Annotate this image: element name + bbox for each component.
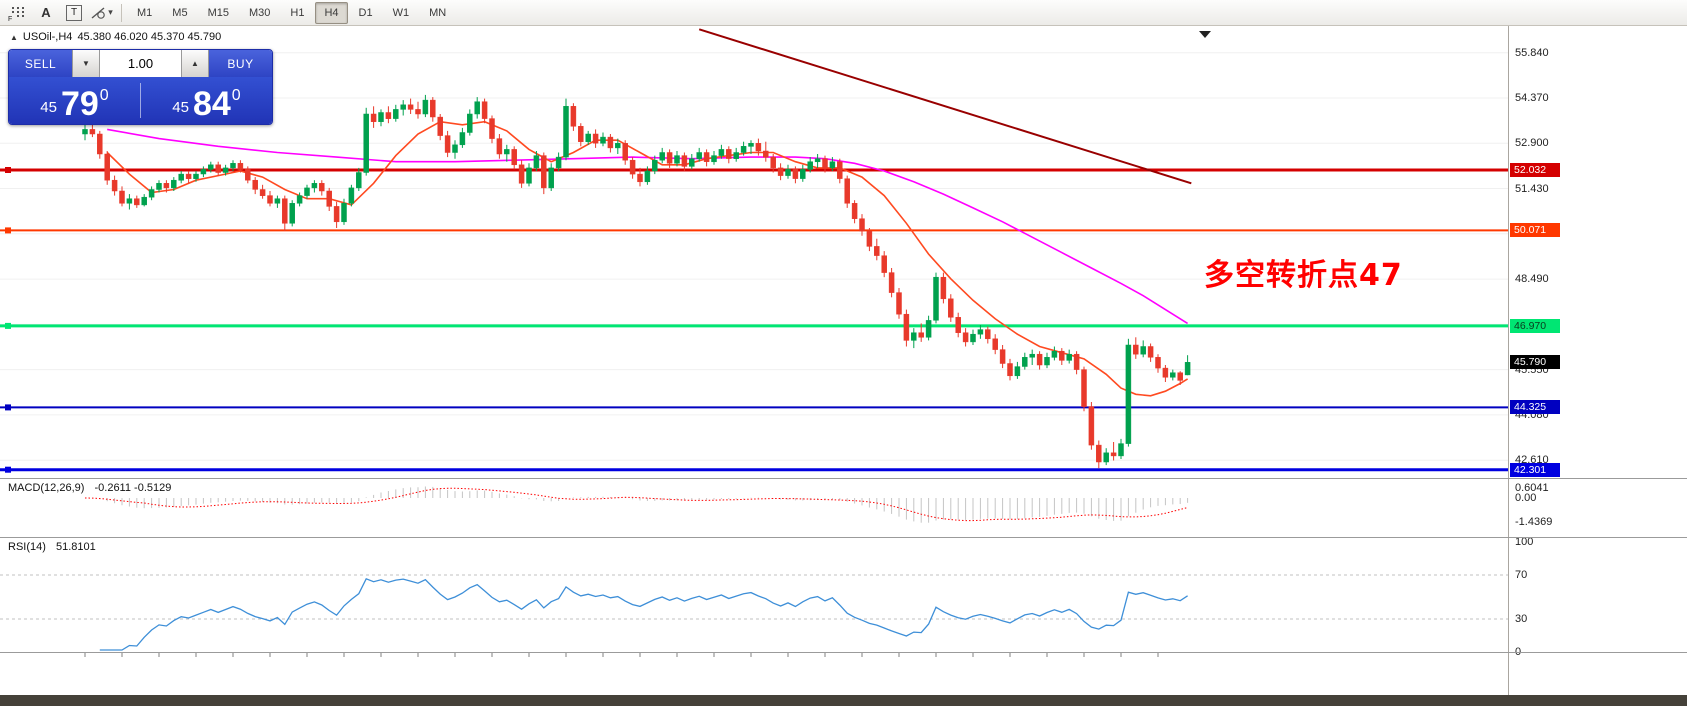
chart-text-annotation[interactable]: 多空转折点47	[1204, 258, 1403, 293]
rsi-line	[99, 577, 1188, 651]
descending-trendline	[698, 28, 1192, 185]
price-divider	[140, 83, 141, 118]
timeframe-button-m15[interactable]: M15	[207, 6, 229, 19]
axis-price-label: 55.840	[1515, 47, 1549, 59]
buy-price-big: 84	[192, 85, 231, 124]
macd-axis-label: -1.4369	[1515, 516, 1553, 528]
volume-input[interactable]	[100, 50, 181, 77]
rsi-panel-separator[interactable]	[0, 537, 1687, 538]
symbol-timeframe-label: USOil-,H4	[22, 31, 73, 43]
macd-header: MACD(12,26,9) -0.2611 -0.5129	[8, 482, 171, 494]
macd-axis-label: 0.00	[1515, 492, 1537, 504]
price-line-label-50.071: 50.071	[1510, 223, 1560, 237]
macd-title: MACD(12,26,9)	[8, 482, 85, 494]
current-price-label: 45.790	[1510, 355, 1560, 369]
bottom-bar	[0, 695, 1687, 706]
text-tool-button[interactable]: A	[33, 2, 59, 24]
macd-axis-label: 0.6041	[1515, 482, 1549, 494]
toolbar-separator	[121, 3, 122, 22]
timeframe-button-h1[interactable]: H1	[290, 6, 305, 19]
date-axis[interactable]	[0, 653, 1508, 663]
macd-panel-separator[interactable]	[0, 478, 1687, 479]
grid-tool-button[interactable]: F	[5, 2, 31, 24]
price-line-label-52.032: 52.032	[1510, 163, 1560, 177]
line-handle	[5, 322, 11, 329]
rsi-header: RSI(14) 51.8101	[8, 541, 96, 553]
sell-button[interactable]: SELL	[9, 50, 72, 77]
shapes-tool-button[interactable]: ▾	[89, 2, 115, 24]
timeframe-button-w1[interactable]: W1	[392, 6, 410, 19]
sell-price-big: 79	[60, 85, 99, 124]
text-label-tool-button[interactable]: T	[61, 2, 87, 24]
timeframe-button-m5[interactable]: M5	[172, 6, 188, 19]
macd-current-values: -0.2611 -0.5129	[94, 482, 172, 494]
shapes-icon	[91, 6, 106, 20]
timeframe-button-mn[interactable]: MN	[429, 6, 447, 19]
oct-toggle-icon[interactable]: ▲	[10, 32, 18, 42]
chart-toolbar: F A T ▾ M1 M5 M15 M30 H1 H4 D1 W1 MN	[0, 0, 1687, 26]
dot-grid-icon	[11, 6, 25, 20]
price-line-label-46.970: 46.970	[1510, 319, 1560, 333]
buy-price[interactable]: 45 84 0	[141, 77, 272, 124]
axis-price-label: 48.490	[1515, 273, 1549, 285]
chevron-down-icon: ▾	[108, 7, 113, 17]
rsi-panel-canvas[interactable]	[0, 538, 1508, 652]
ohlc-values: 45.380 46.020 45.370 45.790	[77, 31, 222, 43]
axis-price-label: 54.370	[1515, 92, 1549, 104]
rsi-axis-label: 30	[1515, 613, 1528, 625]
buy-button[interactable]: BUY	[209, 50, 272, 77]
sell-price-superscript: 0	[99, 87, 109, 104]
grid-f-label: F	[8, 15, 13, 23]
rsi-axis-label: 70	[1515, 569, 1528, 581]
timeframe-button-d1[interactable]: D1	[358, 6, 373, 19]
price-scale[interactable]: 55.840 54.370 52.900 51.430 48.490 45.550 44.0…	[1508, 26, 1687, 706]
price-line-label-44.325: 44.325	[1510, 400, 1560, 414]
line-handle	[5, 404, 11, 411]
timeframe-button-group: M1 M5 M15 M30 H1 H4 D1 W1 MN	[127, 1, 456, 24]
macd-panel-canvas[interactable]	[0, 479, 1508, 538]
rsi-title: RSI(14)	[8, 541, 46, 553]
buy-price-small: 45	[172, 99, 189, 116]
axis-price-label: 52.900	[1515, 137, 1549, 149]
rsi-current-value: 51.8101	[55, 541, 96, 553]
line-handle	[5, 227, 11, 234]
one-click-trading-panel: SELL ▼ ▲ BUY 45 79 0 45 84 0	[8, 49, 273, 125]
candles-layer	[82, 94, 1191, 469]
axis-price-label: 51.430	[1515, 183, 1549, 195]
caret-down-icon: ▼	[82, 59, 90, 68]
shift-marker-icon	[1199, 31, 1211, 38]
ma-fast-line	[106, 120, 1189, 397]
symbol-ohlc-line: ▲ USOil-,H4 45.380 46.020 45.370 45.790	[10, 31, 221, 43]
timeframe-button-m30[interactable]: M30	[248, 6, 271, 19]
sell-price-small: 45	[40, 99, 57, 116]
ma-slow-line	[107, 128, 1189, 325]
caret-up-icon: ▲	[191, 59, 199, 68]
sell-price[interactable]: 45 79 0	[9, 77, 140, 124]
date-axis-separator	[0, 652, 1687, 653]
rsi-axis-label: 100	[1515, 536, 1534, 548]
volume-decrease-button[interactable]: ▼	[72, 50, 100, 77]
line-handle	[5, 466, 11, 473]
buy-price-superscript: 0	[231, 87, 241, 104]
main-chart-canvas[interactable]	[0, 26, 1508, 479]
boxed-t-icon: T	[66, 4, 82, 21]
timeframe-button-m1[interactable]: M1	[137, 6, 153, 19]
volume-increase-button[interactable]: ▲	[181, 50, 209, 77]
letter-a-icon: A	[41, 5, 51, 20]
price-line-label-42.301: 42.301	[1510, 463, 1560, 477]
line-handle	[5, 167, 11, 173]
timeframe-button-h4[interactable]: H4	[315, 1, 348, 24]
macd-signal-line	[84, 487, 1188, 522]
